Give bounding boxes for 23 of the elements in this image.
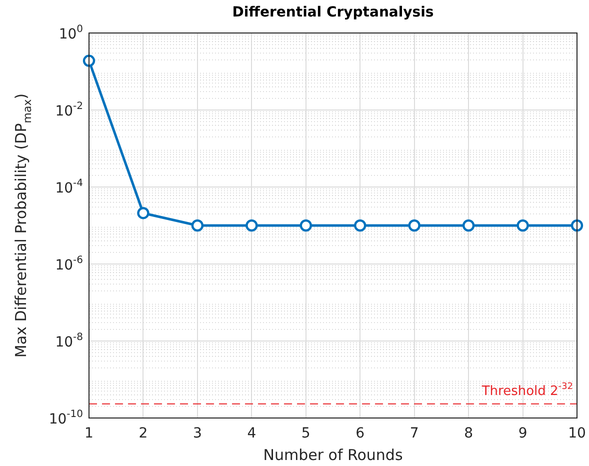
point bbox=[354, 219, 366, 232]
point bbox=[516, 219, 529, 232]
x-tick-label: 5 bbox=[301, 426, 310, 442]
x-tick-label: 3 bbox=[192, 426, 202, 442]
point bbox=[300, 219, 312, 232]
x-axis-title: Number of Rounds bbox=[263, 446, 403, 464]
x-tick-label: 9 bbox=[518, 426, 528, 442]
point bbox=[408, 219, 420, 232]
point bbox=[137, 206, 150, 220]
point bbox=[191, 219, 204, 232]
point bbox=[246, 219, 258, 232]
x-tick-label: 6 bbox=[356, 426, 365, 442]
x-tick-label: 1 bbox=[84, 426, 94, 442]
x-tick-label: 4 bbox=[247, 426, 256, 442]
x-tick-label: 2 bbox=[138, 426, 148, 442]
y-axis-title: Max Differential Probability (DPmax) bbox=[12, 93, 34, 358]
x-tick-label: 7 bbox=[410, 426, 419, 442]
x-tick-label: 8 bbox=[464, 426, 474, 442]
point bbox=[462, 219, 475, 232]
chart-title: Differential Cryptanalysis bbox=[232, 4, 434, 21]
point bbox=[570, 219, 584, 232]
point bbox=[82, 54, 96, 67]
x-tick-label: 10 bbox=[568, 426, 586, 442]
